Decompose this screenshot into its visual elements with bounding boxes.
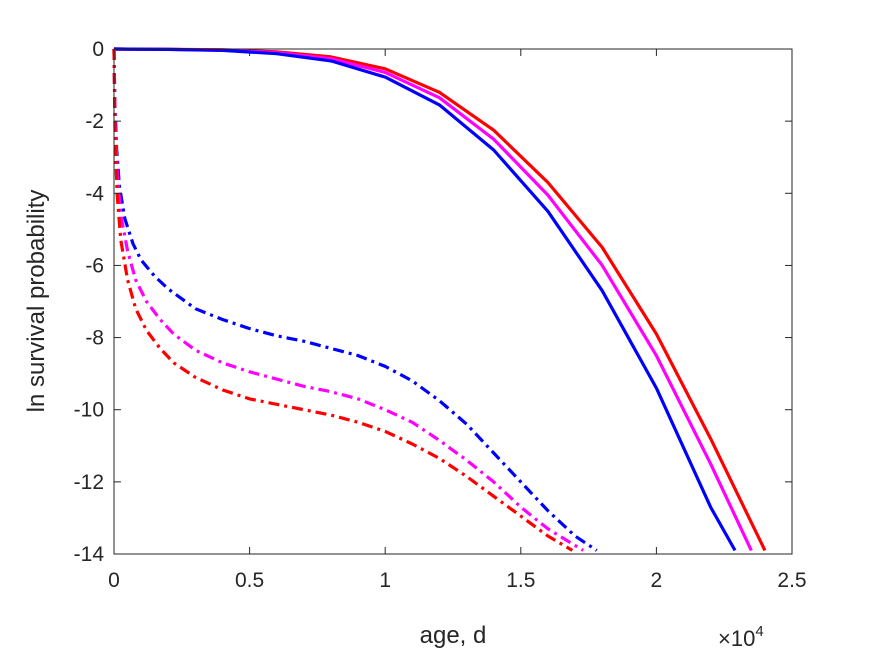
- x-tick-label: 0: [108, 569, 120, 592]
- series-line-4: [112, 48, 598, 552]
- x-multiplier-base: ×10: [718, 626, 755, 651]
- series-line-3: [113, 47, 737, 552]
- plot-background: [114, 49, 792, 554]
- x-multiplier-exponent: 4: [755, 623, 763, 640]
- y-tick-label: -12: [74, 471, 104, 494]
- x-tick-label: 1.5: [506, 569, 535, 592]
- series-layer: [112, 47, 767, 552]
- y-tick-label: -4: [85, 182, 104, 205]
- y-tick-label: -8: [85, 327, 104, 350]
- plot-box: [113, 48, 793, 555]
- y-tick-label: -6: [85, 254, 104, 277]
- ticks-layer: 0 0.5 1 1.5 2 2.5 0 -2 -4 -6 -8 -10 -12 -14: [74, 38, 807, 592]
- x-tick-label: 2: [651, 569, 663, 592]
- y-tick-label: -10: [74, 399, 104, 422]
- x-axis-label: age, d: [420, 622, 487, 649]
- series-line-6: [112, 48, 574, 552]
- x-multiplier: ×104: [718, 623, 764, 651]
- y-tick-label: 0: [92, 38, 104, 61]
- y-tick-label: -14: [74, 543, 105, 566]
- x-tick-label: 0.5: [235, 569, 264, 592]
- x-tick-label: 1: [379, 569, 391, 592]
- x-tick-label: 2.5: [777, 569, 806, 592]
- series-line-5: [112, 48, 585, 552]
- y-axis-label: ln survival probability: [23, 190, 50, 413]
- y-tick-label: -2: [85, 110, 104, 133]
